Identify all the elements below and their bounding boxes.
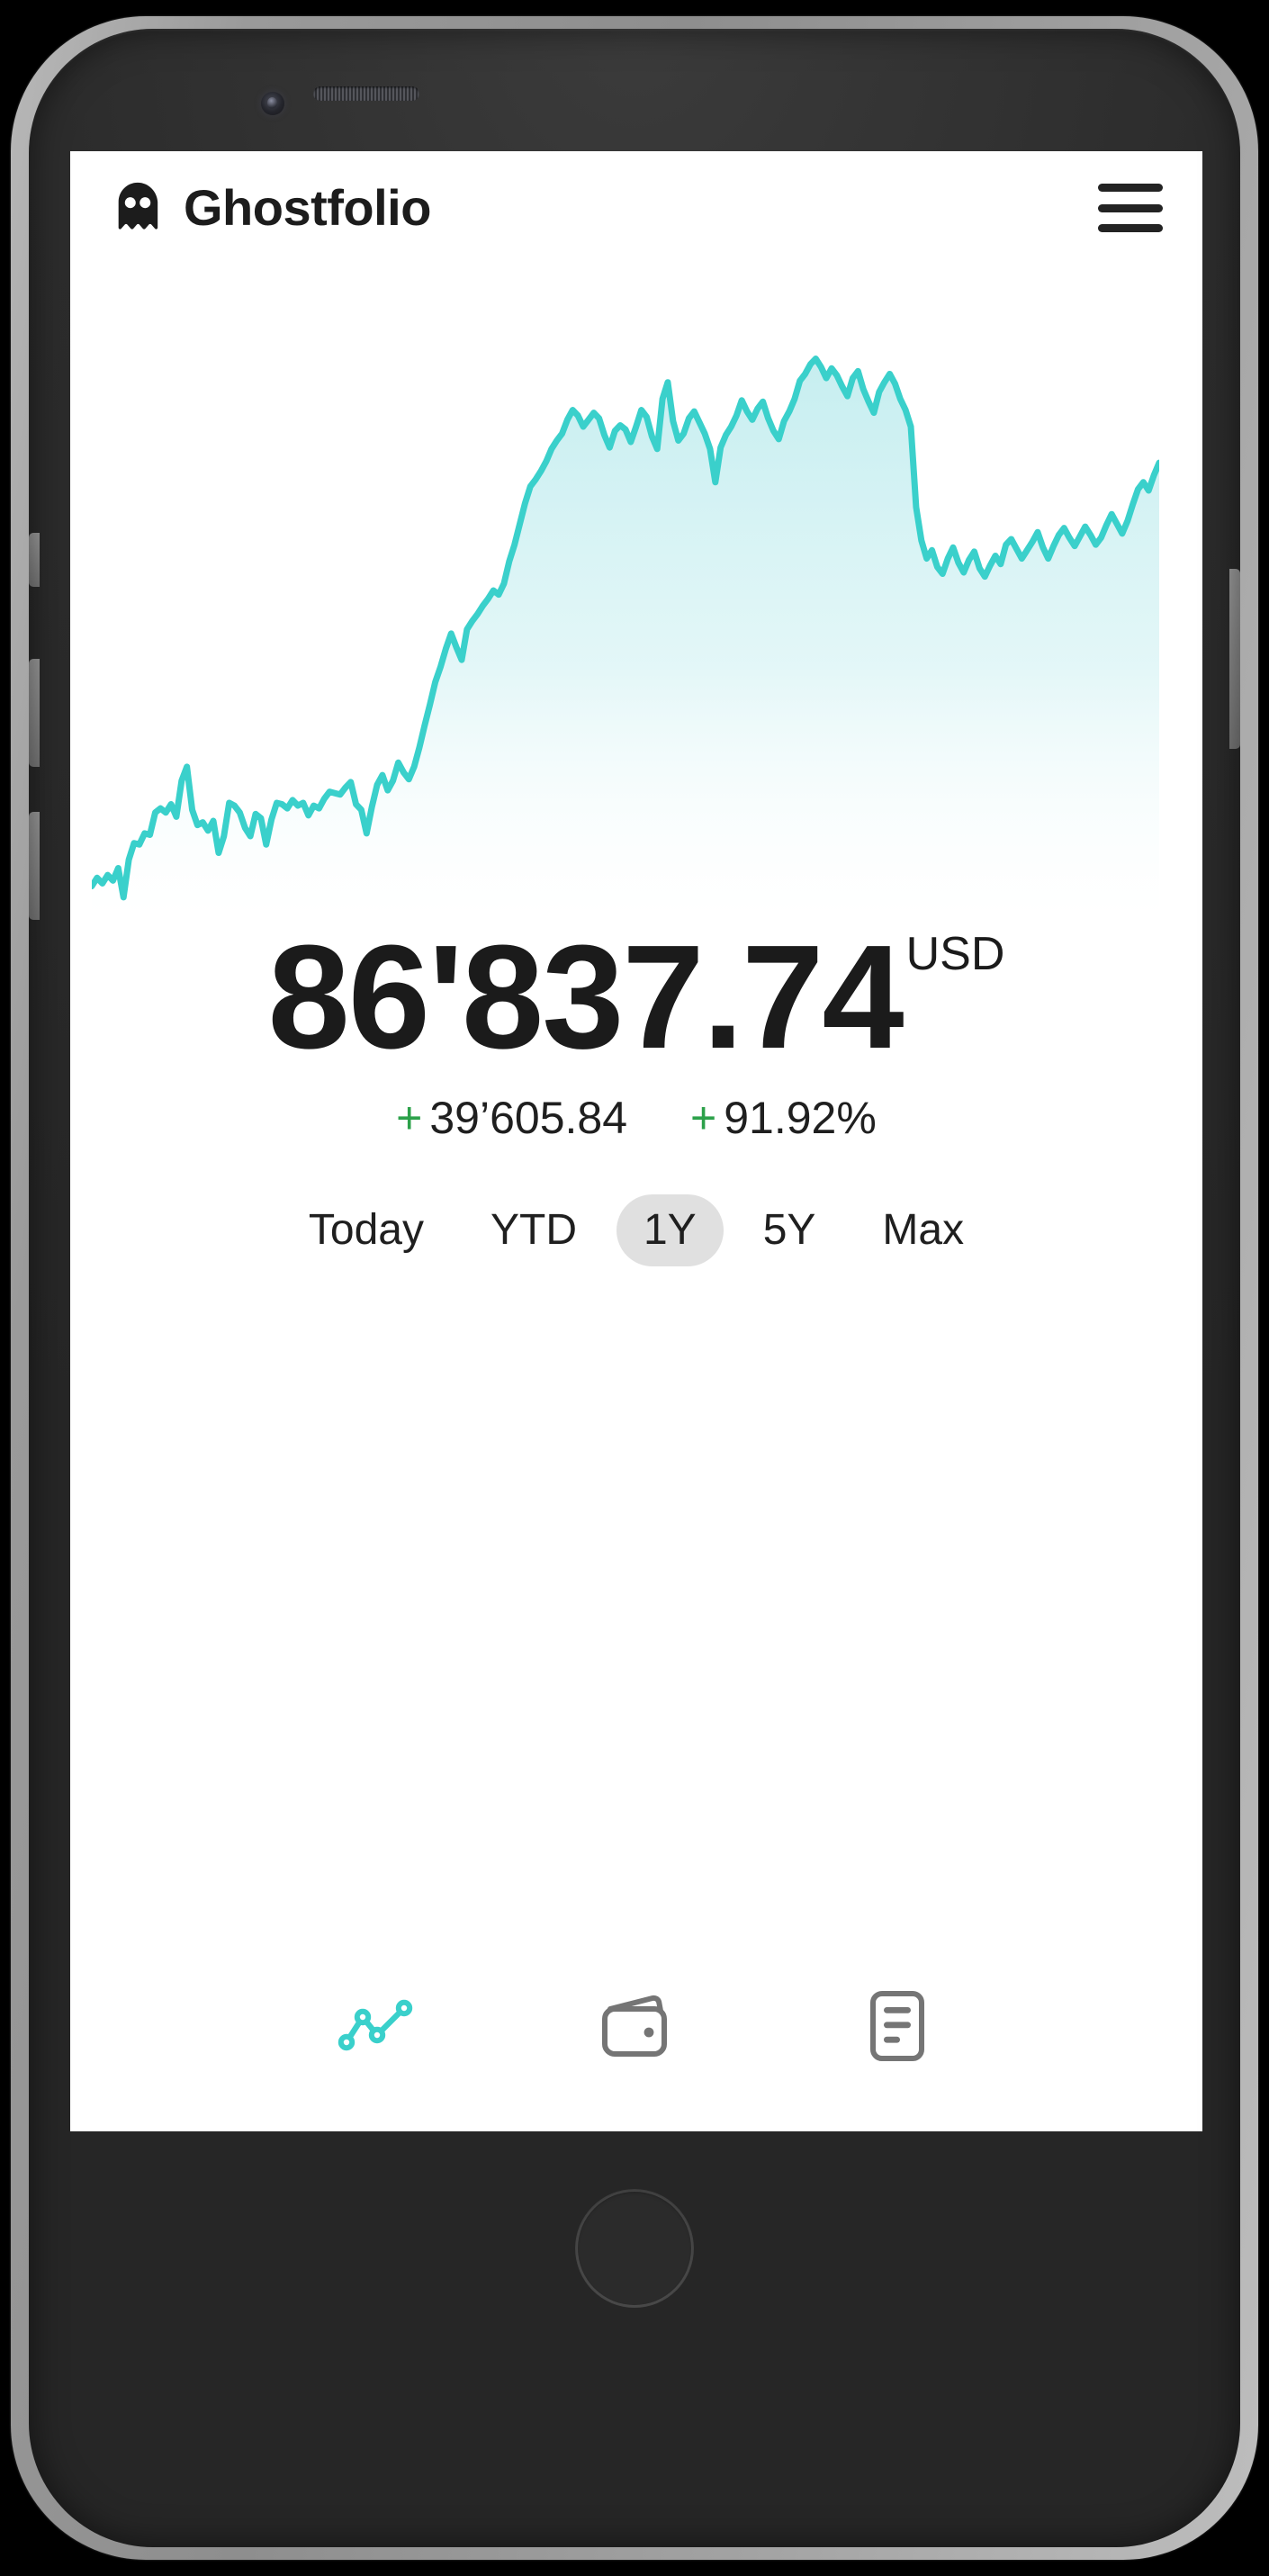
- change-absolute: +39’605.84: [396, 1092, 627, 1144]
- change-absolute-value: 39’605.84: [429, 1092, 628, 1143]
- portfolio-value-line: 86'837.74 USD: [267, 914, 1005, 1079]
- content-spacer: [70, 1266, 1202, 1951]
- front-camera-icon: [261, 92, 284, 115]
- hamburger-line-3: [1098, 224, 1163, 232]
- silent-switch-button[interactable]: [29, 533, 40, 587]
- range-tab-ytd[interactable]: YTD: [490, 1205, 577, 1254]
- hamburger-menu-icon[interactable]: [1098, 184, 1163, 232]
- phone-screen: Ghostfolio: [70, 151, 1202, 2131]
- range-tab-max[interactable]: Max: [882, 1205, 965, 1254]
- power-button[interactable]: [1229, 569, 1240, 749]
- nav-item-holdings[interactable]: [582, 1978, 690, 2077]
- hamburger-line-2: [1098, 203, 1163, 212]
- ghost-icon: [110, 180, 166, 236]
- nav-item-summary[interactable]: [843, 1978, 951, 2077]
- phone-body: Ghostfolio: [29, 29, 1240, 2547]
- change-percent-value: 91.92%: [724, 1092, 877, 1143]
- change-absolute-sign: +: [396, 1092, 423, 1143]
- portfolio-currency: USD: [905, 928, 1005, 980]
- portfolio-value-block: 86'837.74 USD +39’605.84 +91.92%: [70, 914, 1202, 1144]
- performance-area-chart: [92, 355, 1159, 922]
- app-header: Ghostfolio: [70, 151, 1202, 265]
- date-range-tabs[interactable]: Today YTD 1Y 5Y Max: [70, 1193, 1202, 1266]
- portfolio-value: 86'837.74: [267, 914, 904, 1079]
- earpiece-speaker-icon: [313, 86, 419, 101]
- range-tab-5y[interactable]: 5Y: [762, 1205, 816, 1254]
- portfolio-performance-chart[interactable]: [70, 265, 1202, 922]
- nav-item-overview[interactable]: [321, 1978, 429, 2077]
- bottom-navigation: [70, 1951, 1202, 2131]
- brand-logo[interactable]: Ghostfolio: [110, 180, 431, 236]
- change-percent: +91.92%: [690, 1092, 877, 1144]
- portfolio-change-row: +39’605.84 +91.92%: [70, 1092, 1202, 1144]
- brand-name: Ghostfolio: [184, 179, 431, 236]
- home-button[interactable]: [575, 2189, 694, 2308]
- phone-outer-frame: Ghostfolio: [11, 16, 1258, 2560]
- wallet-icon: [598, 1992, 674, 2065]
- range-tab-1y[interactable]: 1Y: [616, 1193, 724, 1266]
- volume-down-button[interactable]: [29, 812, 40, 920]
- document-icon: [864, 1987, 931, 2069]
- change-percent-sign: +: [690, 1092, 717, 1143]
- line-chart-icon: [336, 1995, 415, 2061]
- hamburger-line-1: [1098, 184, 1163, 192]
- volume-up-button[interactable]: [29, 659, 40, 767]
- range-tab-today[interactable]: Today: [308, 1205, 424, 1254]
